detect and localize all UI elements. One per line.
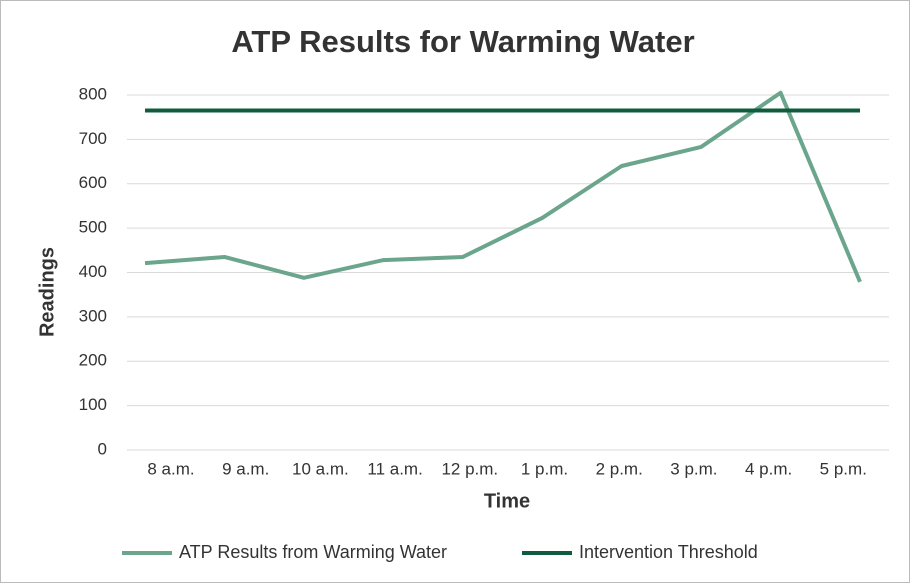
legend-label: ATP Results from Warming Water: [179, 542, 447, 562]
y-tick-label: 200: [79, 351, 107, 370]
y-tick-label: 100: [79, 395, 107, 414]
y-tick-label: 600: [79, 173, 107, 192]
series-line: [144, 90, 862, 283]
chart-title: ATP Results for Warming Water: [231, 24, 694, 59]
y-tick-label: 500: [79, 218, 107, 237]
y-tick-label: 0: [98, 439, 107, 458]
x-tick-label: 9 a.m.: [222, 459, 269, 478]
y-axis-label: Readings: [36, 247, 58, 337]
x-tick-label: 1 p.m.: [521, 459, 568, 478]
x-tick-label: 10 a.m.: [292, 459, 349, 478]
y-tick-label: 800: [79, 84, 107, 103]
x-tick-label: 8 a.m.: [147, 459, 194, 478]
x-tick-label: 5 p.m.: [820, 459, 867, 478]
x-tick-label: 4 p.m.: [745, 459, 792, 478]
y-tick-label: 700: [79, 129, 107, 148]
legend-label: Intervention Threshold: [579, 542, 758, 562]
x-axis-label: Time: [484, 490, 530, 512]
x-tick-label: 12 p.m.: [441, 459, 498, 478]
x-tick-label: 11 a.m.: [367, 459, 422, 478]
y-tick-label: 400: [79, 262, 107, 281]
x-tick-label: 2 p.m.: [596, 459, 643, 478]
x-tick-label: 3 p.m.: [670, 459, 717, 478]
y-tick-label: 300: [79, 306, 107, 325]
